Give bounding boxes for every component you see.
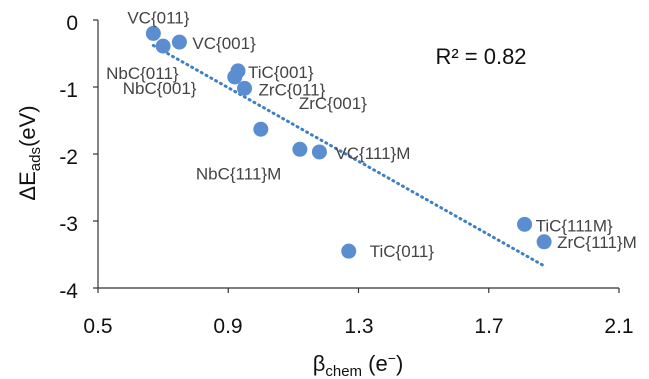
data-point-label: NbC{011} [106,64,179,83]
plot-area: VC{011}VC{001} NbC{011} TiC{001} NbC{001} Zr… [93,8,637,293]
y-axis-title: ΔEads(eV) [15,105,44,200]
x-tick-label: 1.3 [344,315,373,338]
data-point-label: VC{111}M [335,144,410,163]
data-point [536,234,552,250]
data-point [517,216,533,232]
data-point [227,69,243,85]
data-point-label: VC{001} [192,34,256,53]
data-point [311,144,327,160]
y-tick-label: 0 [66,12,78,35]
data-point-label: ZrC{011} [259,80,326,99]
y-axis-title-main: ΔE [15,171,40,200]
r-squared-annotation: R² = 0.82 [435,44,526,69]
data-point [171,34,187,50]
y-tick-label: -3 [59,213,78,236]
data-point [292,141,308,157]
x-axis-title-main: β [313,351,326,376]
data-point [237,80,253,96]
y-tick-label: -2 [59,146,78,169]
data-point-label: ZrC{001} [299,94,367,113]
data-point-label: ZrC{111}M [557,233,637,252]
data-point-label: NbC{111}M [196,164,281,183]
x-tick-label: 1.7 [474,315,503,338]
x-tick-label: 0.9 [213,315,242,338]
data-point [145,25,161,41]
data-point [253,121,269,137]
data-point-label: TiC{001} [248,63,314,82]
data-point [155,38,171,54]
x-axis-title-unit-close: ) [396,351,403,376]
data-point-label: VC{011} [127,8,189,27]
y-tick-label: -1 [59,79,78,102]
y-tick-label: -4 [59,280,78,303]
data-point-label: TiC{011} [370,242,435,261]
y-axis-title-unit: (eV) [15,105,40,147]
data-point-label: TiC{111M} [536,216,613,235]
y-tick-labels: 0 -1 -2 -3 -4 [59,12,78,303]
trendline [151,43,546,268]
x-axis-title-unit-sup: − [388,350,396,366]
y-axis-title-sub: ads [27,147,44,171]
data-point-label: NbC{001} [123,79,197,98]
x-tick-label: 2.1 [604,315,633,338]
x-axis-title: βchem (e−) [313,350,404,379]
x-tick-labels: 0.5 0.9 1.3 1.7 2.1 [83,315,633,338]
x-axis-title-unit-open: (e [362,351,388,376]
x-axis-title-sub: chem [325,363,362,379]
x-tick-label: 0.5 [83,315,112,338]
data-point [341,243,357,259]
